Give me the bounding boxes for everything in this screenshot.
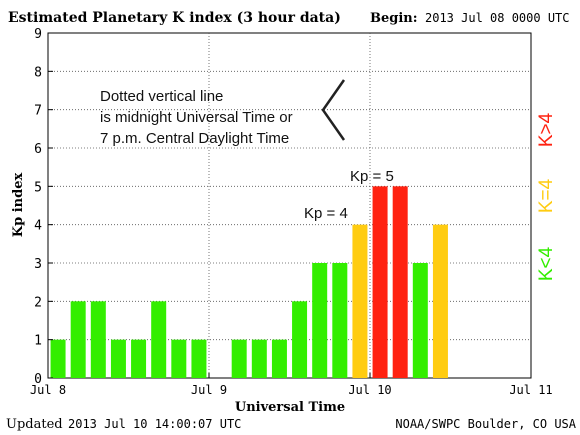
y-tick-label: 8	[34, 65, 42, 80]
kp-bar	[251, 339, 267, 378]
x-tick-label: Jul 9	[191, 383, 227, 397]
grid-lines	[48, 33, 531, 378]
legend-red: K>4	[536, 112, 557, 147]
chevron-pointer-icon	[321, 79, 346, 141]
kp-bar	[372, 186, 388, 378]
chart-title: Estimated Planetary K index (3 hour data…	[8, 10, 341, 26]
x-tick-label: Jul 8	[30, 383, 66, 397]
y-tick-label: 3	[34, 257, 42, 272]
midnight-note-line-3: 7 p.m. Central Daylight Time	[100, 130, 289, 147]
y-tick-label: 1	[34, 334, 42, 349]
kp-bar	[332, 263, 348, 378]
legend-green: K<4	[536, 246, 557, 281]
y-tick-label: 2	[34, 295, 42, 310]
y-tick-label: 0	[34, 372, 42, 387]
kp-bar	[70, 301, 86, 378]
kp4-label: Kp = 4	[304, 205, 348, 222]
kp-bar	[292, 301, 308, 378]
begin-value: 2013 Jul 08 0000 UTC	[425, 11, 570, 25]
kp-bar	[312, 263, 328, 378]
data-source: NOAA/SWPC Boulder, CO USA	[395, 417, 576, 431]
updated-label: Updated	[6, 417, 63, 432]
midnight-note-line-2: is midnight Universal Time or	[100, 109, 293, 126]
y-tick-label: 6	[34, 142, 42, 157]
x-tick-labels: Jul 8 Jul 9 Jul 10 Jul 11	[30, 373, 553, 397]
bar-series	[50, 186, 448, 378]
y-tick-labels: 0 1 2 3 4 5 6 7 8 9	[34, 27, 53, 387]
kp-bar	[151, 301, 167, 378]
x-tick-label: Jul 11	[509, 383, 552, 397]
y-tick-label: 4	[34, 219, 42, 234]
kp-bar	[171, 339, 187, 378]
midnight-note-line-1: Dotted vertical line	[100, 88, 223, 105]
y-axis-label: Kp index	[11, 173, 26, 238]
y-tick-label: 5	[34, 180, 42, 195]
kp-bar	[131, 339, 147, 378]
x-axis-label: Universal Time	[235, 400, 345, 415]
kp-bar	[191, 339, 207, 378]
kp5-label: Kp = 5	[350, 168, 394, 185]
kp-bar	[90, 301, 106, 378]
kp-bar	[412, 263, 428, 378]
updated-value: 2013 Jul 10 14:00:07 UTC	[68, 417, 241, 431]
plot-frame	[47, 32, 532, 379]
legend-yellow: K=4	[536, 178, 557, 213]
x-tick-label: Jul 10	[348, 383, 391, 397]
kp-bar	[110, 339, 126, 378]
kp-bar	[352, 224, 368, 378]
kp-bar	[231, 339, 247, 378]
kp-bar	[392, 186, 408, 378]
y-tick-label: 9	[34, 27, 42, 42]
y-tick-label: 7	[34, 104, 42, 119]
begin-label: Begin:	[370, 11, 418, 26]
kp-bar	[271, 339, 287, 378]
kp-bar	[432, 224, 448, 378]
kp-bar	[50, 339, 66, 378]
